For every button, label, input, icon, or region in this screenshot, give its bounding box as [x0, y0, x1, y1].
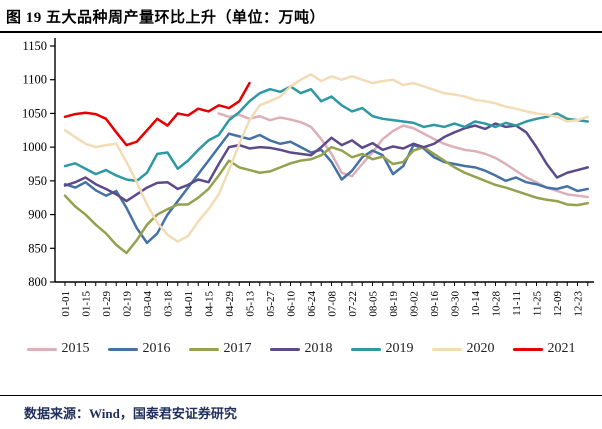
y-tick-label: 850: [28, 241, 47, 255]
legend-swatch-2016: [107, 347, 138, 351]
legend-swatch-2020: [431, 347, 462, 351]
legend-label-2017: 2017: [223, 341, 252, 356]
x-tick-label: 02-19: [122, 291, 134, 317]
series-line-2016: [63, 132, 589, 245]
legend-item-2018: 2018: [269, 341, 333, 357]
legend-label-2015: 2015: [61, 341, 90, 356]
y-tick-label: 1050: [22, 106, 47, 120]
data-source-note: 数据来源：Wind，国泰君安证券研究: [24, 406, 237, 421]
legend-label-2019: 2019: [385, 341, 414, 356]
legend-label-2021: 2021: [547, 341, 576, 356]
x-tick-label: 12-23: [573, 291, 585, 317]
x-tick-label: 09-16: [429, 291, 441, 317]
series-line-2021: [63, 81, 251, 147]
y-tick-label: 900: [28, 208, 47, 222]
legend-swatch-2019: [350, 347, 381, 351]
x-tick-label: 01-01: [60, 291, 72, 317]
y-tick-label: 950: [28, 174, 47, 188]
x-tick-label: 10-28: [491, 291, 503, 317]
x-tick-label: 01-15: [81, 291, 93, 317]
x-tick-label: 01-29: [101, 291, 113, 317]
legend-swatch-2015: [26, 347, 57, 351]
x-tick-label: 03-18: [163, 291, 175, 317]
x-tick-label: 06-24: [306, 291, 318, 317]
chart-legend: 2015 2016 2017 2018 2019 2020 2021: [0, 339, 602, 359]
series-line-2017: [63, 145, 589, 255]
legend-item-2021: 2021: [512, 341, 576, 357]
series-line-2019: [63, 85, 589, 183]
legend-item-2020: 2020: [431, 341, 495, 357]
x-tick-label: 04-01: [183, 291, 195, 317]
x-tick-label: 04-29: [224, 291, 236, 317]
x-tick-label: 08-19: [388, 291, 400, 317]
legend-item-2016: 2016: [107, 341, 171, 357]
y-tick-label: 1100: [22, 73, 47, 87]
x-tick-label: 09-02: [409, 291, 421, 317]
x-tick-label: 11-25: [532, 291, 544, 317]
x-tick-label: 04-15: [204, 291, 216, 317]
legend-item-2017: 2017: [188, 341, 252, 357]
x-tick-label: 07-22: [347, 291, 359, 317]
legend-label-2020: 2020: [466, 341, 495, 356]
legend-swatch-2017: [188, 347, 219, 351]
x-tick-label: 07-08: [327, 291, 339, 317]
x-tick-label: 05-13: [245, 291, 257, 317]
y-tick-label: 800: [28, 275, 47, 289]
y-tick-label: 1150: [22, 39, 47, 53]
legend-label-2016: 2016: [142, 341, 171, 356]
x-tick-label: 08-05: [368, 291, 380, 317]
y-tick-label: 1000: [22, 140, 47, 154]
legend-item-2019: 2019: [350, 341, 414, 357]
x-tick-label: 03-04: [142, 291, 154, 317]
series-line-2020: [63, 73, 589, 243]
x-tick-label: 05-27: [265, 291, 277, 317]
legend-swatch-2018: [269, 347, 300, 351]
footer-divider: 数据来源：Wind，国泰君安证券研究: [0, 395, 602, 429]
legend-item-2015: 2015: [26, 341, 90, 357]
figure-title: 图 19 五大品种周产量环比上升（单位：万吨）: [0, 0, 602, 33]
x-tick-label: 11-11: [511, 291, 523, 316]
legend-swatch-2021: [512, 347, 543, 351]
production-line-chart: 800 850 900 950 1000 1050 1100 1150 01-01 01-15 01…: [22, 38, 594, 317]
legend-label-2018: 2018: [304, 341, 333, 356]
x-tick-label: 10-14: [470, 291, 482, 317]
series-line-2015: [217, 112, 589, 199]
x-tick-label: 06-10: [286, 291, 298, 317]
x-tick-label: 12-09: [552, 291, 564, 317]
x-tick-label: 09-30: [450, 291, 462, 317]
